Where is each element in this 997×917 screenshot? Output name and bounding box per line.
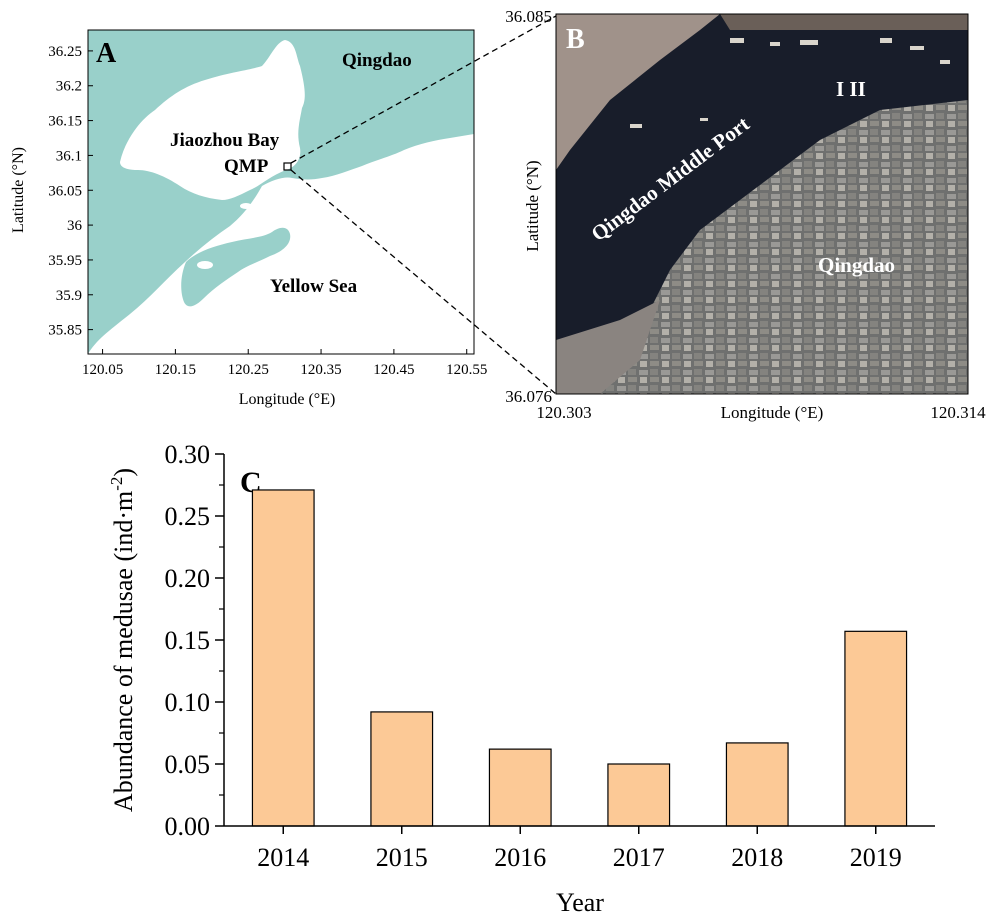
panel-a-x-tick-label: 120.25 [228,362,269,378]
map-label-qingdao: Qingdao [342,50,412,71]
qmp-marker [283,162,292,171]
pier-top [556,14,720,170]
city-land [556,100,968,394]
y-axis-label: Abundance of medusae (ind·m-2) [107,468,138,812]
panel-c: C 0.000.050.100.150.200.250.30 2014 2015 2… [107,440,935,917]
panel-a-x-tick-label: 120.45 [373,362,414,378]
y-axis-label-close: ) [109,468,138,477]
y-axis-ticks: 0.00 0.05 0.10 0.15 0.20 0.25 0.30 [165,440,224,841]
y-tick-label: 0.15 [165,626,211,655]
panel-a-xlabel: Longitude (°E) [239,391,336,408]
x-tick-label: 2019 [850,843,902,872]
panel-b-letter: B [566,24,585,55]
y-axis-label-main: Abundance of medusae (ind·m [109,491,138,812]
panel-b-xtick-left: 120.303 [536,403,591,422]
map-label-qmp: QMP [224,156,269,177]
y-axis-label-sup: -2 [107,477,126,491]
panel-a-x-ticks: 120.05 120.15 120.25 120.35 120.45 120.55 [82,349,487,378]
bar-2015 [370,711,434,827]
panel-a-x-tick-label: 120.55 [446,362,487,378]
map-label-sampling-sites: I II [836,77,866,101]
y-tick-label: 0.25 [165,502,211,531]
panel-a-y-tick-label: 36.25 [48,44,82,60]
south-pier [556,300,660,394]
y-tick-label: 0.05 [165,750,211,779]
pier-top-edge [720,14,968,30]
x-axis-label: Year [556,888,604,917]
zoom-line-bottom [290,169,557,395]
panel-a-y-tick-label: 35.85 [48,323,82,339]
panel-a: 120.05 120.15 120.25 120.35 120.45 120.55 36.… [10,29,487,408]
x-tick-label: 2018 [731,843,783,872]
x-tick-label: 2014 [257,843,309,872]
panel-a-x-tick-label: 120.35 [300,362,341,378]
y-tick-label: 0.00 [165,812,211,841]
panel-a-y-tick-label: 36.05 [48,183,82,199]
x-tick-label: 2016 [494,843,546,872]
panel-a-y-tick-label: 35.9 [56,288,82,304]
panel-b-ytick-bottom: 36.076 [505,387,552,406]
panel-a-y-ticks: 36.25 36.2 36.15 36.1 36.05 36 35.95 35.9 35.85 [48,44,93,339]
y-tick-label: 0.10 [165,688,211,717]
y-tick-label: 0.20 [165,564,211,593]
jiaozhou-bay-water [120,40,305,200]
map-label-qingdao-city: Qingdao [818,253,895,277]
bar-series [251,489,908,827]
y-tick-label: 0.30 [165,440,211,469]
panel-a-frame [87,29,475,355]
panel-a-x-tick-label: 120.05 [82,362,123,378]
bar-2014 [251,489,315,827]
panel-a-ylabel: Latitude (°N) [10,147,27,233]
bar-2019 [844,630,908,827]
panel-a-y-tick-label: 36 [67,218,83,234]
panel-a-y-tick-label: 36.15 [48,114,82,130]
island-west [197,261,213,269]
panel-b: B Qingdao Middle Port Qingdao I II 36.08… [505,7,986,422]
huangdao-peninsula [181,227,291,307]
panel-b-xlabel: Longitude (°E) [721,403,824,422]
panel-a-y-tick-label: 36.1 [56,148,82,164]
island-bay [240,203,252,209]
panel-a-y-tick-label: 36.2 [56,79,82,95]
panel-b-ytick-top: 36.085 [505,7,552,26]
panel-b-frame [555,13,969,395]
x-tick-label: 2017 [613,843,665,872]
panel-a-x-tick-label: 120.15 [155,362,196,378]
panel-b-ylabel: Latitude (°N) [523,160,542,251]
ships [630,38,950,128]
zoom-line-top [290,15,557,164]
panel-a-letter: A [96,38,117,69]
bar-2016 [488,748,552,827]
panel-b-xtick-right: 120.314 [930,403,986,422]
bar-2018 [725,742,789,827]
bar-2017 [607,763,671,827]
map-label-jiaozhou-bay: Jiaozhou Bay [170,130,280,151]
map-label-yellow-sea: Yellow Sea [270,276,358,297]
x-tick-label: 2015 [376,843,428,872]
x-axis-ticks: 2014 2015 2016 2017 2018 2019 [257,826,902,872]
panel-a-y-tick-label: 35.95 [48,253,82,269]
